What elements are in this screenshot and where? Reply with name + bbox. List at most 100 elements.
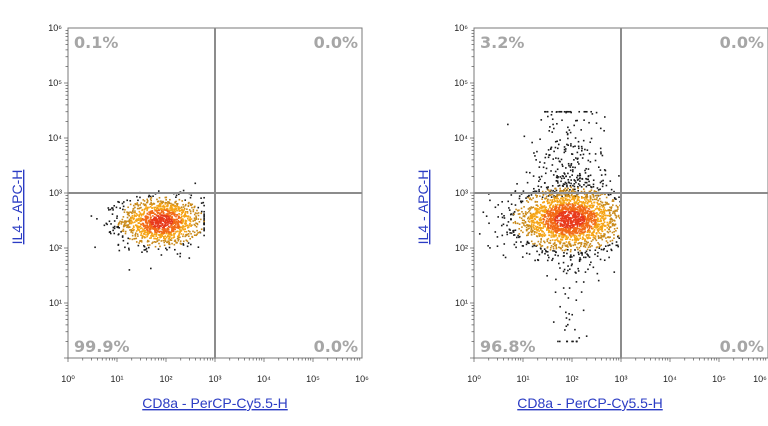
event-dot: [162, 201, 164, 204]
event-dot: [593, 218, 595, 221]
event-dot: [200, 210, 203, 213]
event-dot: [137, 244, 140, 247]
event-dot: [612, 212, 614, 215]
event-dot: [173, 214, 175, 216]
event-dot: [579, 245, 582, 247]
event-dot: [112, 209, 114, 211]
event-dot: [137, 235, 139, 237]
event-dot: [546, 200, 549, 203]
event-dot: [556, 204, 559, 206]
event-dot: [573, 185, 576, 188]
event-dot: [126, 242, 129, 245]
event-dot: [555, 229, 558, 232]
event-dot: [156, 224, 159, 227]
event-dot: [135, 203, 138, 206]
event-dot: [203, 196, 205, 199]
event-dot: [566, 199, 568, 202]
event-dot: [520, 229, 522, 232]
event-dot: [540, 234, 543, 237]
event-dot: [566, 188, 568, 191]
event-dot: [603, 259, 606, 262]
event-dot: [569, 206, 572, 209]
event-dot: [119, 220, 121, 223]
event-dot: [553, 221, 555, 224]
event-dot: [556, 237, 559, 239]
event-dot: [182, 215, 185, 217]
event-dot: [164, 239, 166, 242]
event-dot: [159, 212, 161, 215]
event-dot: [182, 240, 185, 243]
event-dot: [590, 200, 592, 203]
event-dot: [611, 224, 614, 227]
event-dot: [550, 201, 553, 204]
event-dot: [597, 242, 599, 244]
event-dot: [184, 204, 187, 207]
event-dot: [606, 201, 608, 204]
event-dot: [130, 229, 133, 232]
event-dot: [165, 205, 168, 207]
event-dot: [552, 222, 555, 225]
event-dot: [542, 230, 544, 233]
event-dot: [580, 196, 583, 198]
event-dot: [500, 224, 503, 227]
event-dot: [573, 179, 576, 181]
event-dot: [200, 218, 202, 221]
y-tick-label: 10³: [49, 188, 62, 198]
event-dot: [558, 234, 560, 237]
event-dot: [555, 195, 558, 197]
event-dot: [554, 234, 556, 237]
event-dot: [137, 218, 140, 220]
event-dot: [532, 190, 535, 193]
event-dot: [524, 220, 527, 223]
event-dot: [588, 212, 591, 215]
event-dot: [507, 123, 509, 126]
event-dot: [597, 237, 600, 240]
event-dot: [541, 198, 543, 200]
event-dot: [574, 217, 577, 220]
event-dot: [151, 207, 154, 209]
event-dot: [137, 222, 140, 224]
event-dot: [196, 233, 198, 236]
event-dot: [581, 157, 584, 159]
event-dot: [130, 218, 132, 220]
event-dot: [583, 227, 585, 230]
event-dot: [565, 111, 567, 114]
event-dot: [584, 240, 586, 242]
event-dot: [559, 203, 562, 205]
event-dot: [561, 219, 563, 222]
event-dot: [550, 208, 553, 211]
event-dot: [586, 234, 589, 236]
event-dot: [613, 234, 615, 236]
event-dot: [157, 228, 160, 231]
event-dot: [587, 222, 590, 224]
event-dot: [149, 220, 151, 222]
event-dot: [147, 240, 150, 243]
event-dot: [170, 237, 173, 240]
event-dot: [189, 196, 192, 199]
event-dot: [584, 169, 586, 172]
event-dot: [546, 220, 548, 223]
event-dot: [537, 207, 539, 210]
event-dot: [165, 236, 168, 239]
event-dot: [124, 230, 127, 233]
event-dot: [143, 210, 146, 213]
event-dot: [601, 235, 603, 238]
event-dot: [564, 234, 567, 237]
event-dot: [536, 221, 539, 223]
event-dot: [159, 230, 161, 233]
event-dot: [560, 180, 562, 183]
event-dot: [574, 222, 577, 225]
event-dot: [129, 203, 132, 206]
event-dot: [179, 209, 182, 212]
event-dot: [558, 215, 560, 217]
event-dot: [185, 220, 188, 222]
event-dot: [136, 228, 139, 231]
event-dot: [609, 230, 611, 233]
event-dot: [543, 182, 546, 184]
event-dot: [595, 194, 598, 197]
event-dot: [145, 233, 147, 236]
event-dot: [554, 205, 556, 208]
event-dot: [184, 235, 186, 238]
event-dot: [541, 245, 544, 247]
